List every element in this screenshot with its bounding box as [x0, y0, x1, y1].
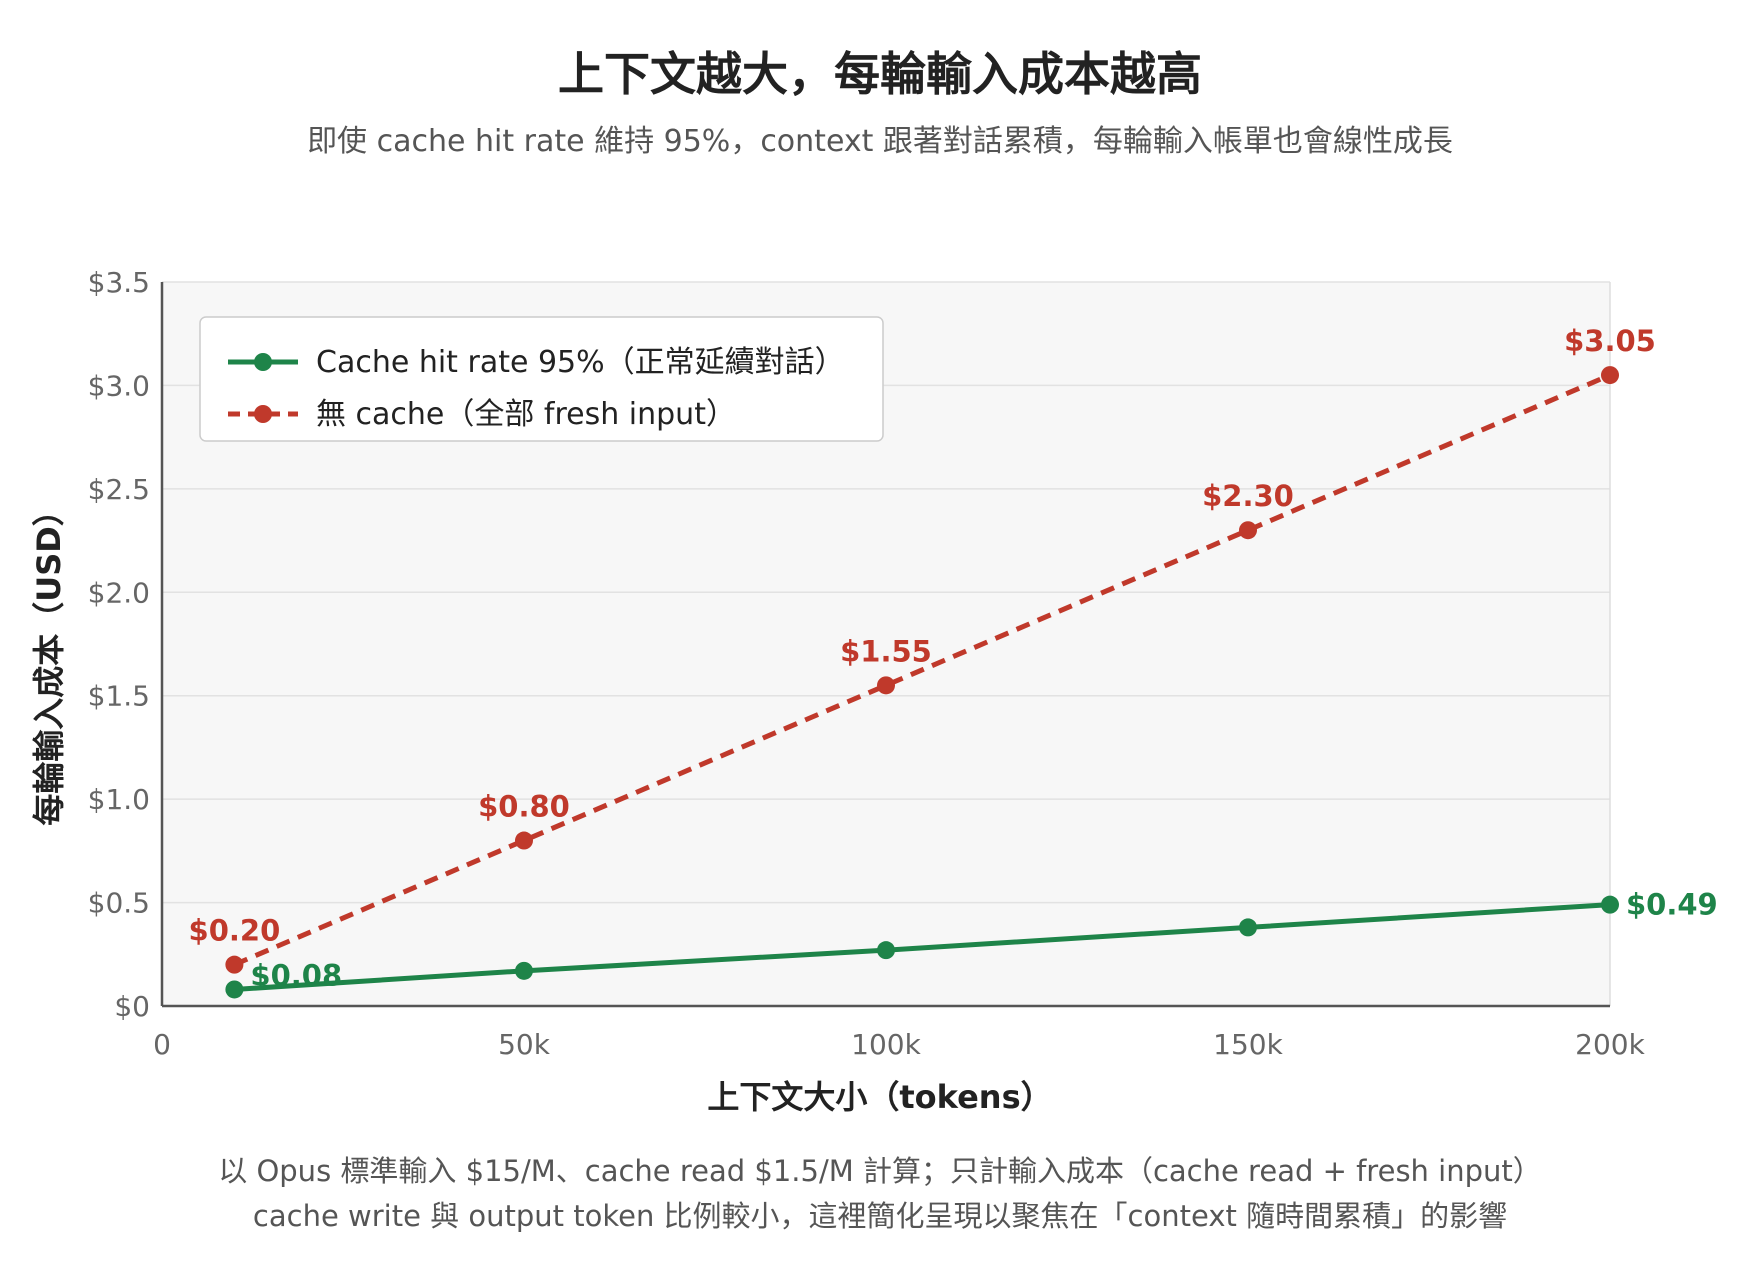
legend-swatch-marker-1	[254, 353, 272, 371]
legend-swatch-marker-2	[254, 405, 272, 423]
y-tick-label: $0.5	[88, 887, 150, 920]
data-label: $1.55	[840, 634, 932, 668]
x-tick-label: 50k	[498, 1028, 551, 1061]
y-tick-label: $1.5	[88, 680, 150, 713]
data-point-s1-3	[877, 941, 895, 960]
data-point-s2-1	[225, 955, 244, 974]
y-tick-label: $2.0	[88, 576, 150, 609]
data-label: $0.08	[250, 958, 342, 992]
legend-entry-2: 無 cache（全部 fresh input）	[316, 397, 736, 432]
x-tick-label: 200k	[1575, 1028, 1645, 1061]
y-tick-label: $3.0	[88, 369, 150, 402]
y-tick-label: $1.0	[88, 783, 150, 816]
data-point-s2-5	[1601, 366, 1619, 385]
data-label: $0.20	[189, 914, 281, 948]
chart-title: 上下文越大，每輪輸入成本越高	[558, 47, 1202, 101]
data-point-s1-4	[1239, 918, 1257, 937]
data-point-s2-4	[1239, 521, 1257, 540]
data-point-s1-5	[1601, 895, 1619, 914]
y-tick-label: $2.5	[88, 473, 150, 506]
y-axis-title: 每輪輸入成本（USD）	[30, 494, 68, 826]
legend-entry-1: Cache hit rate 95%（正常延續對話）	[316, 345, 845, 380]
data-label: $2.30	[1202, 479, 1294, 513]
data-point-s2-3	[877, 676, 895, 695]
x-tick-label: 100k	[851, 1028, 921, 1061]
data-label: $0.80	[478, 790, 570, 824]
y-tick-label: $0	[114, 990, 150, 1023]
footnote-line-2: cache write 與 output token 比例較小，這裡簡化呈現以聚…	[252, 1199, 1508, 1233]
x-tick-label: 150k	[1213, 1028, 1283, 1061]
series-line-2	[233, 372, 1611, 967]
chart-subtitle: 即使 cache hit rate 維持 95%，context 跟著對話累積，…	[307, 124, 1453, 159]
data-label: $3.05	[1564, 324, 1656, 358]
data-point-s2-2	[515, 831, 533, 850]
x-axis-title: 上下文大小（tokens）	[707, 1078, 1052, 1116]
data-point-s1-1	[225, 980, 244, 999]
data-point-s1-2	[515, 961, 533, 980]
y-tick-label: $3.5	[88, 266, 150, 299]
data-label: $0.49	[1626, 888, 1718, 922]
x-tick-label: 0	[153, 1028, 171, 1061]
footnote-line-1: 以 Opus 標準輸入 $15/M、cache read $1.5/M 計算；只…	[218, 1154, 1542, 1188]
legend-box	[199, 316, 884, 442]
